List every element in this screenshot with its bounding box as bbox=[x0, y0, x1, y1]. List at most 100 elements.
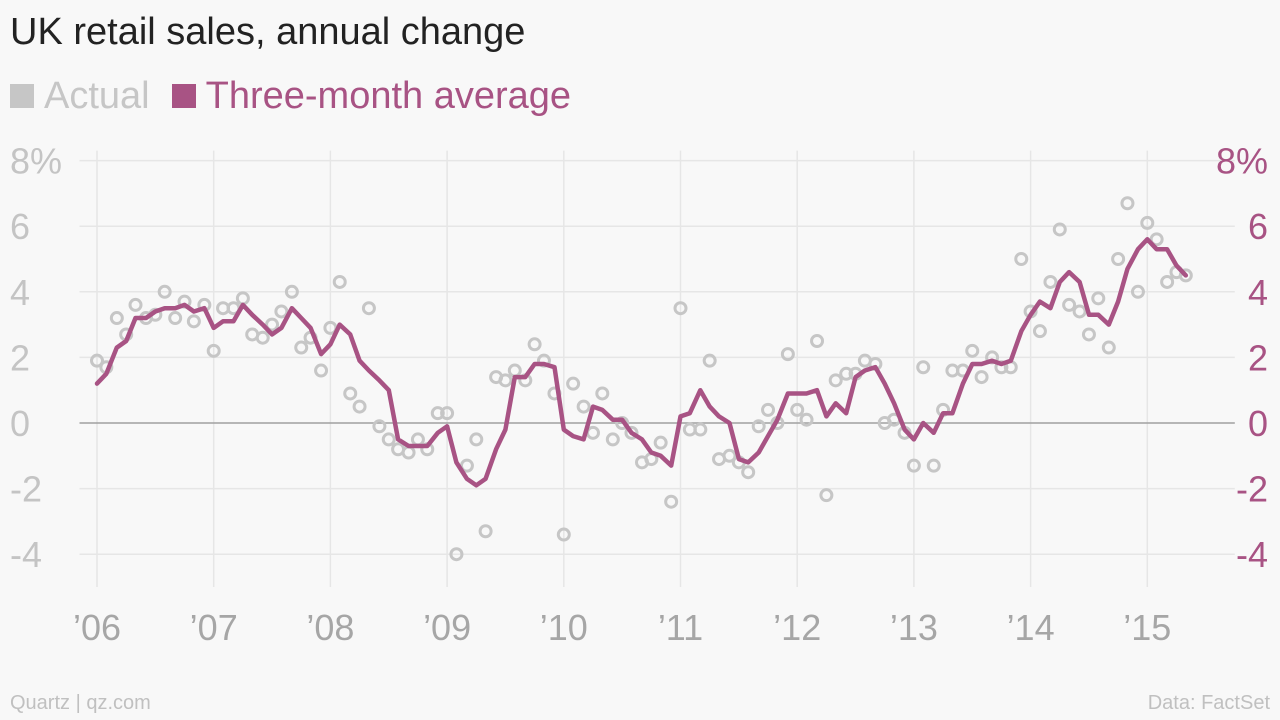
actual-point bbox=[1072, 304, 1087, 319]
actual-point bbox=[673, 301, 688, 316]
actual-point bbox=[314, 363, 329, 378]
actual-point bbox=[1111, 252, 1126, 266]
actual-point bbox=[1014, 252, 1029, 266]
actual-point bbox=[1130, 284, 1145, 299]
x-tick-label: ’15 bbox=[1123, 607, 1171, 648]
actual-point bbox=[1140, 215, 1155, 230]
three-month-average-line bbox=[94, 237, 1189, 488]
actual-point bbox=[761, 402, 776, 417]
x-tick-label: ’14 bbox=[1007, 607, 1055, 648]
y-tick-label-left: -4 bbox=[10, 534, 42, 575]
actual-point bbox=[527, 337, 542, 352]
actual-point bbox=[401, 445, 416, 460]
actual-point bbox=[1043, 274, 1058, 289]
legend-item-actual: Actual bbox=[10, 74, 150, 118]
actual-point bbox=[109, 311, 124, 326]
y-tick-label-right: 8% bbox=[1216, 141, 1268, 182]
actual-point bbox=[974, 370, 989, 385]
actual-point bbox=[430, 406, 445, 421]
actual-point bbox=[965, 343, 980, 358]
footer-source-left: Quartz | qz.com bbox=[10, 692, 151, 714]
actual-point bbox=[839, 366, 854, 381]
y-tick-label-right: 6 bbox=[1248, 206, 1268, 247]
x-tick-label: ’12 bbox=[773, 607, 821, 648]
actual-point bbox=[722, 448, 737, 463]
actual-point bbox=[90, 353, 104, 368]
legend-item-three-month-average: Three-month average bbox=[171, 74, 572, 118]
y-tick-label-left: 0 bbox=[10, 403, 30, 444]
y-tick-label-left: 4 bbox=[10, 272, 30, 313]
x-tick-label: ’09 bbox=[423, 607, 471, 648]
y-tick-label-right: 0 bbox=[1248, 403, 1268, 444]
actual-point bbox=[653, 435, 668, 450]
actual-point bbox=[265, 317, 280, 332]
actual-point bbox=[819, 488, 834, 503]
actual-point bbox=[459, 458, 474, 473]
y-tick-label-right: 4 bbox=[1248, 272, 1268, 313]
actual-point bbox=[157, 284, 172, 299]
legend-label-three-month-average: Three-month average bbox=[205, 75, 572, 117]
footer-source-right: Data: FactSet bbox=[1147, 692, 1270, 714]
actual-point bbox=[780, 347, 795, 362]
legend-swatch-actual bbox=[10, 84, 34, 108]
actual-point bbox=[478, 524, 493, 539]
y-tick-label-right: 2 bbox=[1248, 337, 1268, 378]
actual-point bbox=[799, 412, 814, 427]
y-tick-label-right: -2 bbox=[1236, 469, 1268, 510]
y-tick-label-left: 6 bbox=[10, 206, 30, 247]
actual-point bbox=[585, 425, 600, 440]
actual-point bbox=[284, 284, 299, 299]
actual-point bbox=[693, 422, 708, 437]
actual-point bbox=[926, 458, 941, 473]
actual-point bbox=[1160, 274, 1175, 289]
actual-point bbox=[1052, 222, 1067, 237]
actual-point bbox=[352, 399, 367, 414]
actual-point bbox=[702, 353, 717, 368]
actual-point bbox=[274, 304, 289, 319]
actual-point bbox=[664, 494, 679, 509]
actual-point bbox=[1091, 291, 1106, 306]
actual-point bbox=[741, 465, 756, 480]
actual-point bbox=[361, 301, 376, 316]
x-tick-label: ’11 bbox=[658, 607, 703, 648]
actual-point bbox=[128, 297, 143, 312]
actual-point bbox=[1032, 324, 1047, 339]
actual-point bbox=[1081, 327, 1096, 342]
actual-point bbox=[751, 419, 766, 434]
actual-point bbox=[576, 399, 591, 414]
actual-point bbox=[498, 373, 513, 388]
actual-point bbox=[1149, 232, 1164, 247]
y-tick-label-left: -2 bbox=[10, 469, 42, 510]
x-tick-label: ’10 bbox=[540, 607, 588, 648]
actual-point bbox=[1178, 268, 1193, 283]
y-tick-label-left: 2 bbox=[10, 337, 30, 378]
actual-point bbox=[507, 363, 522, 378]
actual-point bbox=[1101, 340, 1116, 355]
actual-point bbox=[235, 291, 250, 306]
actual-point bbox=[906, 458, 921, 473]
actual-point bbox=[255, 330, 270, 345]
y-tick-label-left: 8% bbox=[10, 141, 62, 182]
actual-point bbox=[469, 432, 484, 447]
actual-point bbox=[1120, 196, 1135, 211]
x-tick-label: ’13 bbox=[890, 607, 938, 648]
actual-point bbox=[372, 419, 387, 434]
actual-point bbox=[440, 406, 455, 421]
actual-point bbox=[381, 432, 396, 447]
x-tick-label: ’07 bbox=[190, 607, 238, 648]
actual-point bbox=[343, 386, 358, 401]
actual-point bbox=[410, 432, 425, 447]
x-tick-label: ’06 bbox=[73, 607, 121, 648]
actual-point bbox=[1062, 297, 1077, 312]
chart-title: UK retail sales, annual change bbox=[10, 11, 526, 53]
actual-point bbox=[168, 311, 183, 326]
actual-point bbox=[624, 425, 639, 440]
legend-swatch-three-month-average bbox=[171, 84, 196, 108]
actual-point bbox=[294, 340, 309, 355]
legend: Actual Three-month average bbox=[10, 74, 593, 118]
actual-point bbox=[605, 432, 620, 447]
actual-point bbox=[566, 376, 581, 391]
actual-point bbox=[449, 547, 464, 562]
actual-point bbox=[186, 314, 201, 329]
